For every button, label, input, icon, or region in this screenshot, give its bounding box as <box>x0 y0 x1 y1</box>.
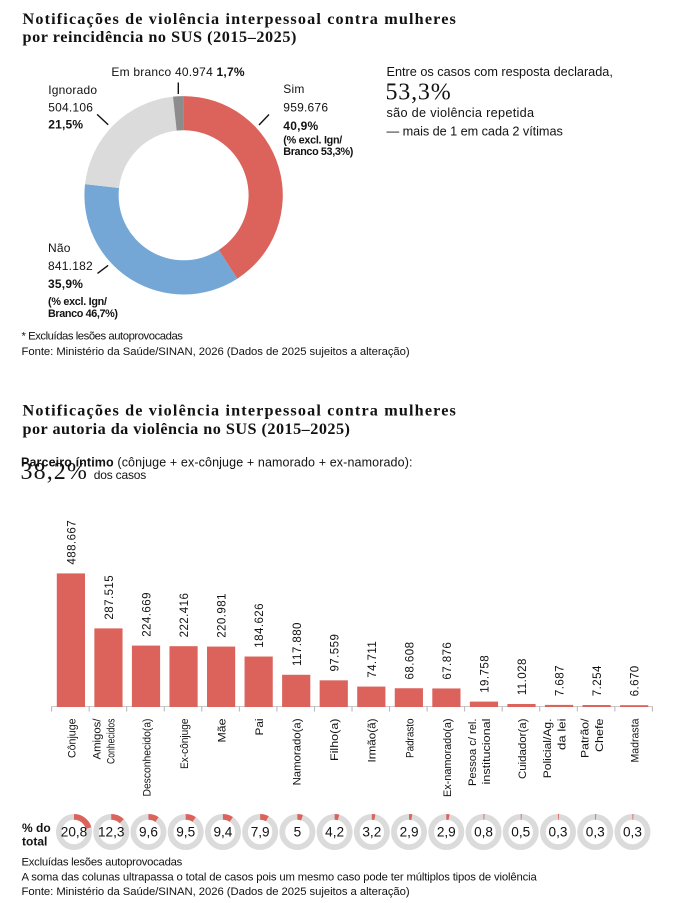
svg-text:9,5: 9,5 <box>176 825 195 840</box>
svg-text:Fonte: Ministério da Saúde/SIN: Fonte: Ministério da Saúde/SINAN, 2026 (… <box>22 346 410 358</box>
svg-text:7,9: 7,9 <box>251 825 270 840</box>
svg-text:19.758: 19.758 <box>480 655 492 693</box>
svg-text:0,3: 0,3 <box>586 825 605 840</box>
svg-text:total: total <box>22 834 47 848</box>
svg-text:287.515: 287.515 <box>104 575 116 620</box>
svg-text:0,5: 0,5 <box>511 825 530 840</box>
svg-text:são de violência repetida: são de violência repetida <box>387 106 536 120</box>
svg-text:Chefe: Chefe <box>594 719 606 753</box>
svg-text:Pessoa c/ rel.: Pessoa c/ rel. <box>467 719 479 787</box>
svg-text:0,3: 0,3 <box>623 825 642 840</box>
svg-text:Cuidador(a): Cuidador(a) <box>517 719 529 780</box>
svg-text:504.106: 504.106 <box>48 100 93 114</box>
svg-text:(% excl. Ign/: (% excl. Ign/ <box>48 296 107 308</box>
svg-text:Pai: Pai <box>254 719 266 736</box>
svg-text:488.667: 488.667 <box>67 520 79 565</box>
svg-text:Amigos/: Amigos/ <box>91 718 103 760</box>
svg-text:Branco 46,7%): Branco 46,7%) <box>48 308 118 320</box>
svg-text:Desconhecido(a): Desconhecido(a) <box>141 719 153 797</box>
svg-text:53,3%: 53,3% <box>386 79 452 105</box>
svg-text:0,8: 0,8 <box>474 825 493 840</box>
svg-text:74.711: 74.711 <box>367 641 379 678</box>
svg-text:— mais de 1 em cada 2 vítimas: — mais de 1 em cada 2 vítimas <box>387 125 563 139</box>
svg-text:224.669: 224.669 <box>142 592 154 637</box>
svg-text:% do: % do <box>22 821 51 835</box>
svg-text:959.676: 959.676 <box>283 100 328 114</box>
svg-text:2,9: 2,9 <box>437 825 456 840</box>
svg-text:por autoria da violência no SU: por autoria da violência no SUS (2015–20… <box>23 420 351 438</box>
svg-text:Ex-namorado(a): Ex-namorado(a) <box>442 719 454 798</box>
svg-text:68.608: 68.608 <box>404 642 416 680</box>
svg-text:Fonte: Ministério da Saúde/SIN: Fonte: Ministério da Saúde/SINAN, 2026 (… <box>22 886 410 898</box>
svg-text:11.028: 11.028 <box>517 658 529 695</box>
svg-text:Notificações de violência inte: Notificações de violência interpessoal c… <box>23 10 458 28</box>
svg-text:Notificações de violência inte: Notificações de violência interpessoal c… <box>23 402 458 420</box>
svg-text:38,2%: 38,2% <box>21 459 89 485</box>
svg-text:841.182: 841.182 <box>48 259 93 273</box>
svg-text:Entre os casos com resposta de: Entre os casos com resposta declarada, <box>387 65 613 79</box>
svg-text:7.254: 7.254 <box>592 665 604 696</box>
svg-text:Madrasta: Madrasta <box>630 718 642 763</box>
svg-text:4,2: 4,2 <box>325 825 344 840</box>
svg-text:6.670: 6.670 <box>630 665 642 696</box>
svg-text:0,3: 0,3 <box>549 825 568 840</box>
svg-text:20,8: 20,8 <box>61 825 87 840</box>
svg-text:222.416: 222.416 <box>179 593 191 638</box>
svg-text:institucional: institucional <box>481 719 493 785</box>
svg-text:5: 5 <box>294 825 302 840</box>
svg-text:Irmão(ã): Irmão(ã) <box>367 719 379 763</box>
svg-text:Namorado(a): Namorado(a) <box>292 719 304 786</box>
svg-text:dos casos: dos casos <box>94 468 146 482</box>
svg-text:Policial/Ag.: Policial/Ag. <box>542 719 554 779</box>
svg-text:7.687: 7.687 <box>555 665 567 696</box>
svg-text:9,6: 9,6 <box>139 825 158 840</box>
svg-text:Ex-cônjuge: Ex-cônjuge <box>179 719 191 770</box>
svg-text:40,9%: 40,9% <box>283 119 318 133</box>
svg-text:Branco 53,3%): Branco 53,3%) <box>283 146 353 158</box>
svg-text:Em branco 40.974 1,7%: Em branco 40.974 1,7% <box>111 65 244 79</box>
svg-text:97.559: 97.559 <box>329 634 341 672</box>
svg-text:(% excl. Ign/: (% excl. Ign/ <box>283 134 342 146</box>
svg-text:12,3: 12,3 <box>98 825 124 840</box>
svg-text:Parceiro íntimo (cônjuge + ex-: Parceiro íntimo (cônjuge + ex-cônjuge + … <box>21 455 413 469</box>
svg-text:A soma das colunas ultrapassa: A soma das colunas ultrapassa o total de… <box>22 871 538 883</box>
svg-text:Patrão/: Patrão/ <box>579 717 591 758</box>
svg-text:Ignorado: Ignorado <box>48 83 97 97</box>
svg-text:* Excluídas lesões autoprovoca: * Excluídas lesões autoprovocadas <box>22 331 184 343</box>
svg-text:por reincidência no SUS (2015–: por reincidência no SUS (2015–2025) <box>23 28 297 46</box>
svg-text:21,5%: 21,5% <box>48 118 83 132</box>
svg-text:Sim: Sim <box>283 82 304 96</box>
svg-text:9,4: 9,4 <box>213 825 232 840</box>
svg-text:117.880: 117.880 <box>292 622 304 666</box>
svg-text:67.876: 67.876 <box>442 642 454 680</box>
svg-text:Mãe: Mãe <box>217 719 229 743</box>
svg-text:Não: Não <box>48 241 71 255</box>
svg-text:Padrasto: Padrasto <box>404 719 416 759</box>
svg-text:35,9%: 35,9% <box>48 277 83 291</box>
svg-text:2,9: 2,9 <box>400 825 419 840</box>
svg-text:3,2: 3,2 <box>362 825 381 840</box>
svg-text:Filho(a): Filho(a) <box>329 719 341 762</box>
svg-text:da lei: da lei <box>556 719 568 751</box>
svg-text:Cônjuge: Cônjuge <box>66 719 78 759</box>
svg-text:220.981: 220.981 <box>217 593 229 638</box>
svg-text:Excluídas lesões autoprovocada: Excluídas lesões autoprovocadas <box>22 856 183 868</box>
svg-text:184.626: 184.626 <box>254 603 266 648</box>
svg-text:Conhecidos: Conhecidos <box>106 718 118 764</box>
